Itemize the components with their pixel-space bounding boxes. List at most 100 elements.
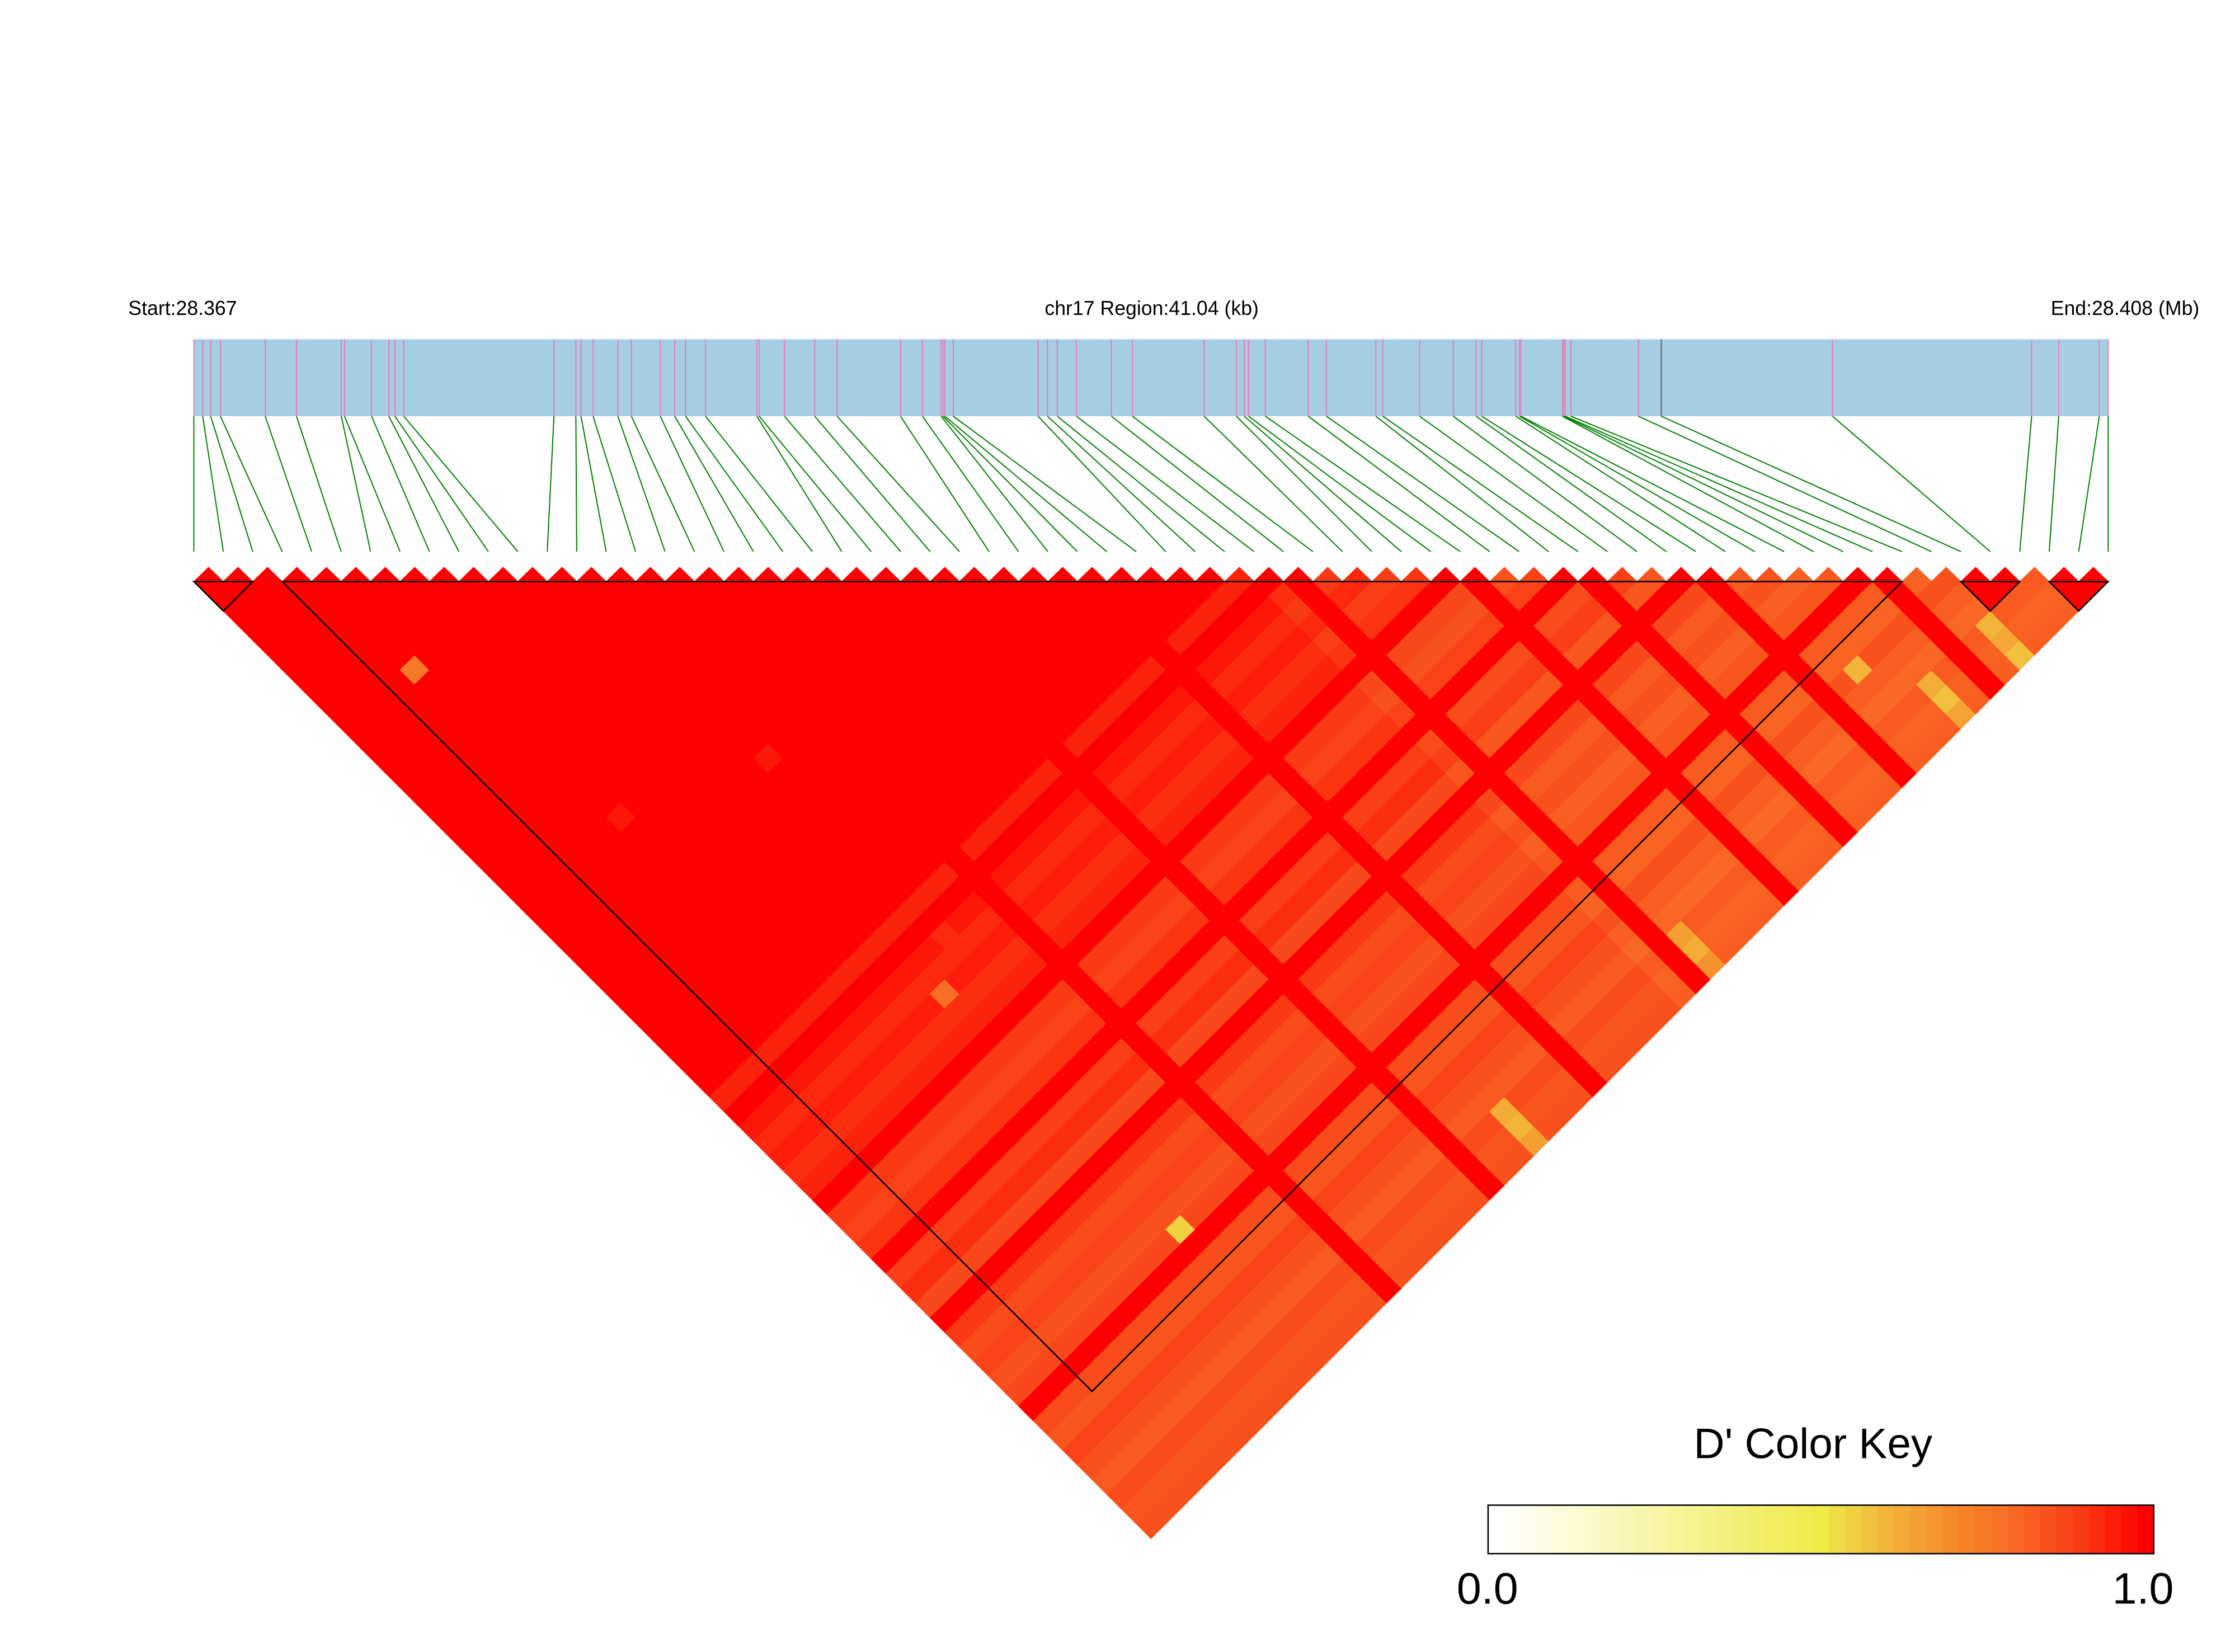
snp-connector	[1565, 416, 1873, 552]
color-key-step	[1780, 1505, 1798, 1554]
snp-connector	[2019, 416, 2032, 552]
color-key-step	[1650, 1505, 1667, 1554]
snp-connector	[388, 416, 460, 552]
ld-block-outline	[280, 581, 1904, 1393]
color-key-step	[2007, 1505, 2025, 1554]
color-key-step	[1488, 1505, 1505, 1554]
snp-connector	[1244, 416, 1402, 552]
snp-connector	[1248, 416, 1432, 552]
color-key-step	[1569, 1505, 1586, 1554]
snp-connector	[756, 416, 843, 552]
color-key-step	[1618, 1505, 1635, 1554]
ld-cell	[1931, 567, 1961, 597]
snp-connector	[942, 416, 1078, 552]
snp-connector	[371, 416, 430, 552]
snp-connector	[1037, 416, 1166, 552]
snp-connector	[953, 416, 1137, 552]
color-key-step	[1910, 1505, 1927, 1554]
color-key-step	[2088, 1505, 2106, 1554]
color-key-step	[2137, 1505, 2154, 1554]
color-key-max-label: 1.0	[2112, 1564, 2174, 1613]
snp-connector	[1453, 416, 1638, 552]
color-key-step	[1926, 1505, 1944, 1554]
snp-connector	[1111, 416, 1284, 552]
snp-connector	[1661, 416, 1961, 552]
ld-cell	[252, 567, 283, 597]
snp-connector	[1382, 416, 1579, 552]
ld-cell	[2019, 567, 2050, 597]
color-key-steps	[1488, 1505, 2154, 1554]
color-key-step	[1764, 1505, 1781, 1554]
snp-connector	[202, 416, 224, 552]
snp-connector	[836, 416, 960, 552]
color-key-min-label: 0.0	[1457, 1564, 1518, 1613]
color-key-step	[1699, 1505, 1716, 1554]
snp-connector	[1481, 416, 1696, 552]
region-bar	[194, 339, 2109, 416]
snp-connector	[944, 416, 1108, 552]
snp-connector	[592, 416, 637, 552]
color-key-step	[2040, 1505, 2057, 1554]
color-key-step	[1991, 1505, 2008, 1554]
snp-connector	[2048, 416, 2059, 552]
snp-connector	[1057, 416, 1225, 552]
snp-connector	[900, 416, 990, 552]
snp-connector	[340, 416, 371, 552]
snp-connector	[1047, 416, 1196, 552]
color-key-step	[1959, 1505, 1976, 1554]
snp-connector	[1638, 416, 1932, 552]
color-key-step	[1553, 1505, 1570, 1554]
ld-block-outline	[2047, 581, 2110, 612]
color-key-step	[2072, 1505, 2090, 1554]
color-key: D' Color Key 0.0 1.0	[1457, 1420, 2174, 1613]
color-key-step	[1536, 1505, 1554, 1554]
snp-connector	[674, 416, 754, 552]
start-label: Start:28.367	[128, 297, 237, 319]
snp-connector	[1563, 416, 1843, 552]
color-key-step	[1683, 1505, 1700, 1554]
color-key-step	[1829, 1505, 1846, 1554]
snp-connector	[1570, 416, 1903, 552]
snp-connector	[1832, 416, 1991, 552]
color-key-step	[1878, 1505, 1895, 1554]
color-key-step	[2056, 1505, 2073, 1554]
ld-blocks	[192, 581, 2110, 1393]
color-key-step	[1942, 1505, 1960, 1554]
snp-connector	[685, 416, 784, 552]
snp-connector	[1521, 416, 1785, 552]
color-key-frame	[1487, 1504, 2155, 1555]
snp-connector	[265, 416, 313, 552]
snp-connector	[1132, 416, 1314, 552]
snp-connector	[617, 416, 666, 552]
color-key-step	[2105, 1505, 2122, 1554]
snp-ticks	[193, 339, 2109, 416]
snp-connector	[1307, 416, 1490, 552]
snp-connector	[575, 416, 577, 552]
color-key-step	[1861, 1505, 1879, 1554]
snp-connector	[1515, 416, 1726, 552]
snp-connector	[210, 416, 253, 552]
color-key-step	[1796, 1505, 1814, 1554]
snp-connector	[1519, 416, 1756, 552]
snp-connector	[759, 416, 872, 552]
region-label: chr17 Region:41.04 (kb)	[1044, 297, 1259, 319]
snp-connector	[344, 416, 401, 552]
snp-connector	[814, 416, 931, 552]
ld-block-outline	[1959, 581, 2022, 612]
color-key-step	[1845, 1505, 1862, 1554]
snp-connector	[1562, 416, 1814, 552]
color-key-step	[1813, 1505, 1830, 1554]
snp-connector	[940, 416, 1048, 552]
snp-connectors	[193, 416, 2109, 552]
color-key-step	[1602, 1505, 1618, 1554]
snp-connector	[660, 416, 724, 552]
snp-connector	[2078, 416, 2100, 552]
snp-connector	[1236, 416, 1372, 552]
color-key-step	[1634, 1505, 1651, 1554]
snp-connector	[1076, 416, 1255, 552]
snp-connector	[922, 416, 1019, 552]
color-key-step	[1667, 1505, 1683, 1554]
ld-block-outline	[192, 581, 255, 612]
color-key-step	[1894, 1505, 1911, 1554]
